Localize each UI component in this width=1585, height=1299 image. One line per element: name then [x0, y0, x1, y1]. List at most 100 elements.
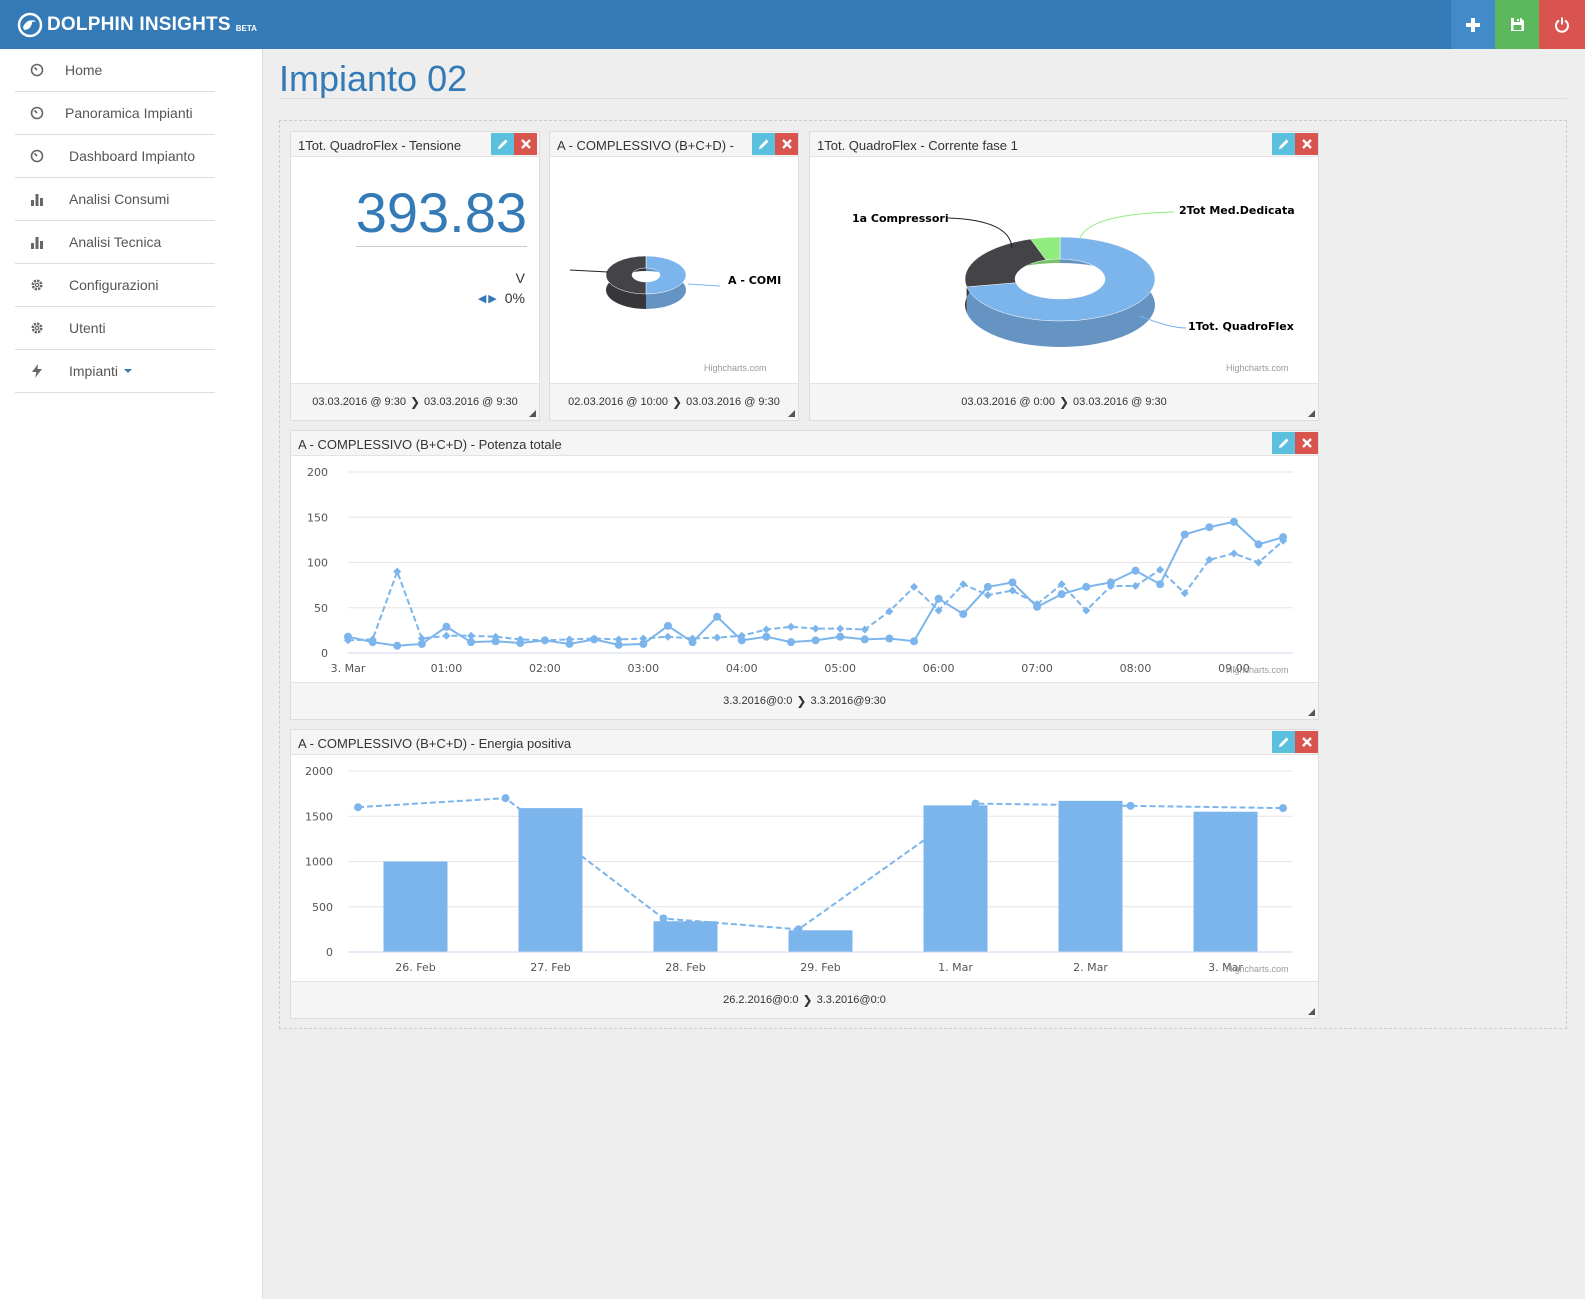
- delete-widget-button[interactable]: [1295, 731, 1318, 753]
- x-tick-label: 29. Feb: [800, 961, 840, 974]
- pie-connector: [1079, 211, 1175, 239]
- y-tick-label: 0: [326, 946, 333, 959]
- data-point: [491, 637, 500, 646]
- data-point: [688, 634, 697, 643]
- resize-handle-icon[interactable]: [788, 410, 795, 417]
- data-point: [1033, 600, 1042, 609]
- plus-icon: [1466, 17, 1480, 32]
- sidebar-item-analisi-consumi[interactable]: Analisi Consumi: [15, 178, 215, 221]
- data-point: [1180, 589, 1189, 598]
- data-point: [983, 582, 992, 591]
- pie-data-label: 1a Compressori: [852, 212, 949, 225]
- x-tick-label: 27. Feb: [530, 961, 570, 974]
- bar: [1193, 811, 1258, 952]
- sidebar-item-home[interactable]: Home: [15, 49, 215, 92]
- data-point: [565, 635, 574, 644]
- data-point: [762, 632, 771, 641]
- resize-handle-icon[interactable]: [1308, 1008, 1315, 1015]
- edit-widget-button[interactable]: [491, 133, 514, 155]
- chevron-right-icon: ❯: [1058, 395, 1070, 409]
- data-point: [354, 803, 362, 812]
- widget-complessivo-pie: A - COMPLESSIVO (B+C+D) - A - COMI Highc…: [549, 131, 799, 421]
- y-tick-label: 200: [307, 466, 328, 479]
- chart-credits[interactable]: Highcharts.com: [1226, 964, 1289, 974]
- sidebar-item-label: Dashboard Impianto: [69, 148, 196, 164]
- save-button[interactable]: [1495, 0, 1539, 49]
- data-point: [393, 567, 402, 576]
- x-tick-label: 26. Feb: [395, 961, 435, 974]
- edit-widget-button[interactable]: [1272, 133, 1295, 155]
- sidebar-item-impianti[interactable]: Impianti: [15, 350, 215, 393]
- widget-footer: 02.03.2016 @ 10:00 ❯ 03.03.2016 @ 9:30: [550, 383, 798, 420]
- pie-connector: [947, 217, 1013, 249]
- data-point: [639, 639, 648, 648]
- dashboard-icon: [29, 148, 45, 164]
- pie-data-label: 2Tot Med.Dedicata: [1179, 204, 1295, 217]
- trend-arrows-icon: ◀▶: [477, 292, 499, 305]
- pie-data-label: 1Tot. QuadroFlex: [1188, 320, 1294, 333]
- widget-potenza: A - COMPLESSIVO (B+C+D) - Potenza totale…: [290, 430, 1319, 720]
- sidebar-item-configurazioni[interactable]: Configurazioni: [15, 264, 215, 307]
- sidebar-item-panoramica-impianti[interactable]: Panoramica Impianti: [15, 92, 215, 135]
- data-point: [344, 636, 352, 645]
- x-tick-label: 01:00: [431, 662, 463, 675]
- sidebar-item-dashboard-impianto[interactable]: Dashboard Impianto: [15, 135, 215, 178]
- chevron-down-icon: [124, 369, 133, 373]
- y-tick-label: 2000: [305, 765, 333, 778]
- y-tick-label: 0: [321, 647, 328, 660]
- x-tick-label: 05:00: [824, 662, 856, 675]
- pencil-icon: [1278, 737, 1288, 747]
- data-point: [491, 632, 500, 641]
- save-icon: [1510, 18, 1524, 31]
- delete-widget-button[interactable]: [775, 133, 798, 155]
- data-point: [540, 636, 549, 645]
- metric-delta-value: 0%: [504, 290, 525, 306]
- data-point: [959, 580, 968, 589]
- dashboard-icon: [29, 62, 45, 78]
- sidebar-nav: Home Panoramica Impianti Dashboard Impia…: [15, 49, 215, 393]
- pie-slice: [645, 255, 687, 295]
- resize-handle-icon[interactable]: [529, 410, 536, 417]
- data-point: [860, 625, 869, 634]
- data-point: [590, 634, 599, 643]
- widget-corrente: 1Tot. QuadroFlex - Corrente fase 1 1a Co…: [809, 131, 1319, 421]
- chart-credits[interactable]: Highcharts.com: [1226, 363, 1289, 373]
- chart-credits[interactable]: Highcharts.com: [704, 363, 767, 373]
- data-point: [1008, 586, 1017, 595]
- sidebar-item-label: Analisi Consumi: [69, 191, 170, 207]
- resize-handle-icon[interactable]: [1308, 709, 1315, 716]
- y-tick-label: 1000: [305, 856, 333, 869]
- delete-widget-button[interactable]: [1295, 432, 1318, 454]
- data-point: [737, 636, 746, 645]
- edit-widget-button[interactable]: [1272, 432, 1295, 454]
- data-point: [516, 635, 525, 644]
- x-tick-label: 03:00: [627, 662, 659, 675]
- y-tick-label: 50: [314, 602, 328, 615]
- data-point: [1229, 517, 1238, 526]
- resize-handle-icon[interactable]: [1308, 410, 1315, 417]
- sidebar-item-analisi-tecnica[interactable]: Analisi Tecnica: [15, 221, 215, 264]
- y-tick-label: 1500: [305, 810, 333, 823]
- brand[interactable]: DOLPHIN INSIGHTS BETA: [17, 11, 257, 39]
- data-point: [971, 799, 980, 808]
- chevron-right-icon: ❯: [802, 993, 813, 1007]
- data-point: [860, 635, 869, 644]
- sidebar-item-utenti[interactable]: Utenti: [15, 307, 215, 350]
- date-from: 26.2.2016@0:0: [723, 994, 799, 1006]
- chevron-right-icon: ❯: [409, 395, 421, 409]
- pencil-icon: [497, 139, 507, 149]
- delete-widget-button[interactable]: [514, 133, 537, 155]
- series-line: [357, 797, 1284, 931]
- data-point: [910, 637, 919, 646]
- pie-data-label: A - COMI: [728, 274, 781, 287]
- bolt-icon: [29, 363, 45, 379]
- edit-widget-button[interactable]: [1272, 731, 1295, 753]
- delete-widget-button[interactable]: [1295, 133, 1318, 155]
- logout-button[interactable]: [1539, 0, 1585, 49]
- edit-widget-button[interactable]: [752, 133, 775, 155]
- data-point: [614, 635, 623, 644]
- data-point: [1254, 558, 1263, 567]
- data-point: [442, 622, 451, 631]
- chart-credits[interactable]: Highcharts.com: [1226, 665, 1289, 675]
- add-widget-button[interactable]: [1451, 0, 1495, 49]
